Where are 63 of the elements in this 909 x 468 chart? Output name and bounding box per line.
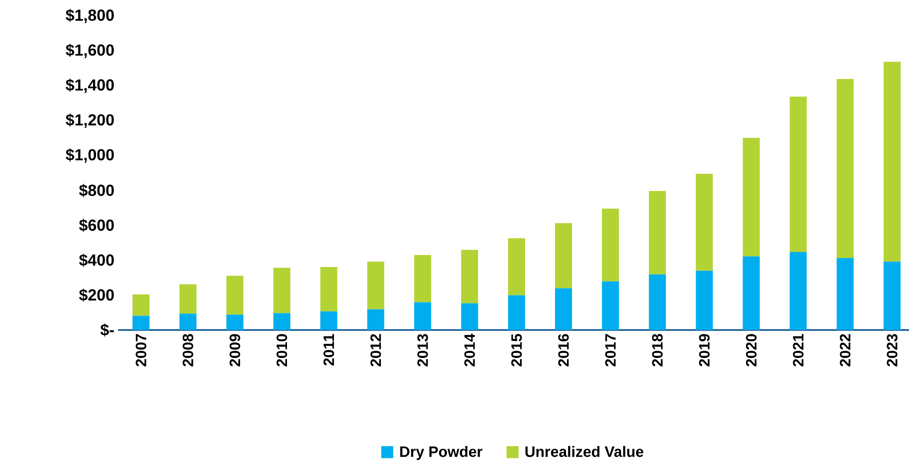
y-tick-label: $200 xyxy=(79,288,114,302)
x-tick-label: 2023 xyxy=(886,334,898,366)
y-tick-label: $600 xyxy=(79,218,114,232)
bar xyxy=(179,284,196,314)
y-tick-label: $400 xyxy=(79,254,114,267)
bar xyxy=(273,313,290,330)
y-tick-label: $1,400 xyxy=(66,78,114,93)
bar xyxy=(414,254,432,302)
bar xyxy=(790,96,807,252)
bar xyxy=(742,138,760,256)
bar xyxy=(508,295,526,330)
bar xyxy=(320,311,338,330)
y-tick-label: $1,200 xyxy=(66,113,114,128)
x-tick-label: 2022 xyxy=(840,334,850,366)
x-tick-label: 2009 xyxy=(230,334,240,366)
x-tick-label: 2014 xyxy=(464,334,475,366)
bar xyxy=(836,258,854,330)
bar xyxy=(320,267,338,312)
bar xyxy=(884,262,901,330)
bar xyxy=(461,250,478,304)
bar xyxy=(742,256,760,330)
bar xyxy=(132,294,150,316)
bar xyxy=(226,314,244,330)
x-tick-label: 2017 xyxy=(605,334,616,366)
x-tick-label: 2013 xyxy=(417,334,428,366)
bar xyxy=(273,268,290,314)
bar xyxy=(602,281,619,330)
bar xyxy=(884,62,901,262)
bar xyxy=(226,276,244,315)
y-tick-label: $1,600 xyxy=(66,44,114,58)
bar xyxy=(648,274,666,330)
y-tick-label: $1,800 xyxy=(66,8,114,24)
bar xyxy=(836,78,854,258)
x-tick-label: 2019 xyxy=(699,334,710,366)
x-tick-label: 2011 xyxy=(323,334,334,366)
bar xyxy=(602,208,619,282)
bar xyxy=(367,262,384,310)
bar xyxy=(555,288,572,330)
bar xyxy=(648,190,666,274)
bar xyxy=(696,174,713,271)
x-tick-label: 2008 xyxy=(182,334,194,366)
x-tick-label: 2012 xyxy=(370,334,382,366)
legend-label: Dry Powder xyxy=(400,446,482,460)
bar xyxy=(790,252,807,330)
x-tick-label: 2016 xyxy=(558,334,569,366)
bar xyxy=(508,238,526,296)
x-tick-label: 2007 xyxy=(136,334,146,366)
bar xyxy=(414,302,432,330)
legend-label: Unrealized Value xyxy=(525,446,644,457)
bar xyxy=(461,303,478,330)
bar xyxy=(179,314,196,330)
y-tick-label: $1,000 xyxy=(66,148,114,163)
bar xyxy=(132,316,150,330)
x-tick-label: 2018 xyxy=(652,334,663,366)
bar xyxy=(555,223,572,288)
bar xyxy=(367,309,384,330)
x-tick-label: 2020 xyxy=(746,334,757,366)
x-tick-label: 2015 xyxy=(511,334,522,366)
x-tick-label: 2021 xyxy=(792,334,804,366)
y-tick-label: $800 xyxy=(79,184,114,197)
x-tick-label: 2010 xyxy=(276,334,288,366)
y-tick-label: $- xyxy=(100,323,114,337)
bar xyxy=(696,270,713,330)
